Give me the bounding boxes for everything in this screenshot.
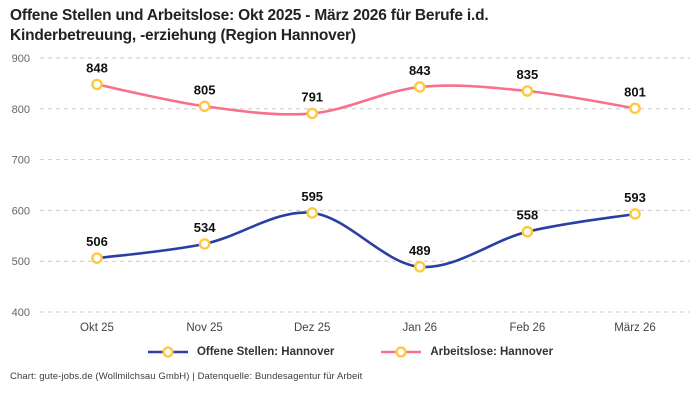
- data-point-label: 848: [86, 60, 108, 75]
- legend-line-marker-icon: [147, 346, 188, 358]
- legend-label-arbeitslose: Arbeitslose: Hannover: [430, 345, 554, 358]
- data-point-label: 506: [86, 234, 108, 249]
- legend-item-offene-stellen: Offene Stellen: Hannover: [147, 346, 334, 358]
- data-point-marker: [198, 100, 211, 112]
- x-tick-label: Okt 25: [80, 322, 114, 334]
- chart-footer-source: Chart: gute-jobs.de (Wollmilchsau GmbH) …: [10, 370, 363, 382]
- data-point-marker: [413, 260, 426, 273]
- data-point-label: 534: [194, 220, 216, 235]
- data-point-marker: [413, 81, 426, 93]
- data-point-label: 791: [301, 89, 323, 104]
- data-point-label: 593: [624, 190, 646, 205]
- data-point-label: 801: [624, 84, 646, 99]
- data-point-marker: [629, 102, 641, 114]
- y-tick-label: 700: [12, 155, 30, 167]
- data-point-marker: [198, 238, 211, 250]
- data-point-marker: [306, 207, 319, 219]
- y-tick-label: 400: [12, 307, 30, 319]
- legend-item-arbeitslose: Arbeitslose: Hannover: [380, 346, 553, 358]
- y-tick-label: 600: [12, 205, 30, 217]
- x-tick-label: Feb 26: [509, 322, 545, 334]
- data-point-marker: [306, 107, 319, 120]
- series-line: [95, 83, 637, 116]
- y-tick-label: 800: [12, 104, 30, 116]
- x-tick-label: Dez 25: [294, 322, 330, 334]
- data-point-marker: [521, 85, 534, 97]
- chart-title: Offene Stellen und Arbeitslose: Okt 2025…: [0, 0, 700, 47]
- legend-line-marker-icon: [381, 346, 422, 358]
- y-tick-label: 900: [12, 53, 30, 65]
- chart-legend: Offene Stellen: Hannover Arbeitslose: Ha…: [0, 339, 700, 365]
- data-point-marker: [91, 252, 103, 264]
- data-point-label: 835: [517, 67, 539, 82]
- x-tick-label: März 26: [614, 322, 656, 334]
- data-point-marker: [91, 78, 103, 91]
- x-tick-label: Jan 26: [403, 322, 438, 334]
- data-point-marker: [629, 208, 641, 220]
- data-point-label: 843: [409, 63, 431, 78]
- chart-title-line-1: Offene Stellen und Arbeitslose: Okt 2025…: [10, 7, 489, 24]
- y-tick-label: 500: [12, 256, 30, 268]
- data-point-label: 489: [409, 243, 431, 258]
- data-point-marker: [521, 225, 534, 238]
- data-point-label: 805: [194, 82, 216, 97]
- data-point-label: 558: [517, 208, 539, 223]
- data-point-label: 595: [301, 189, 323, 204]
- x-tick-label: Nov 25: [186, 322, 222, 334]
- legend-label-offene-stellen: Offene Stellen: Hannover: [196, 345, 335, 358]
- chart-title-line-2: Kinderbetreuung, -erziehung (Region Hann…: [10, 27, 356, 45]
- line-chart: 900 800 700 600 500 400 Okt 25 Nov 25 Dez 25 Jan …: [12, 53, 690, 334]
- series-line: [95, 211, 637, 269]
